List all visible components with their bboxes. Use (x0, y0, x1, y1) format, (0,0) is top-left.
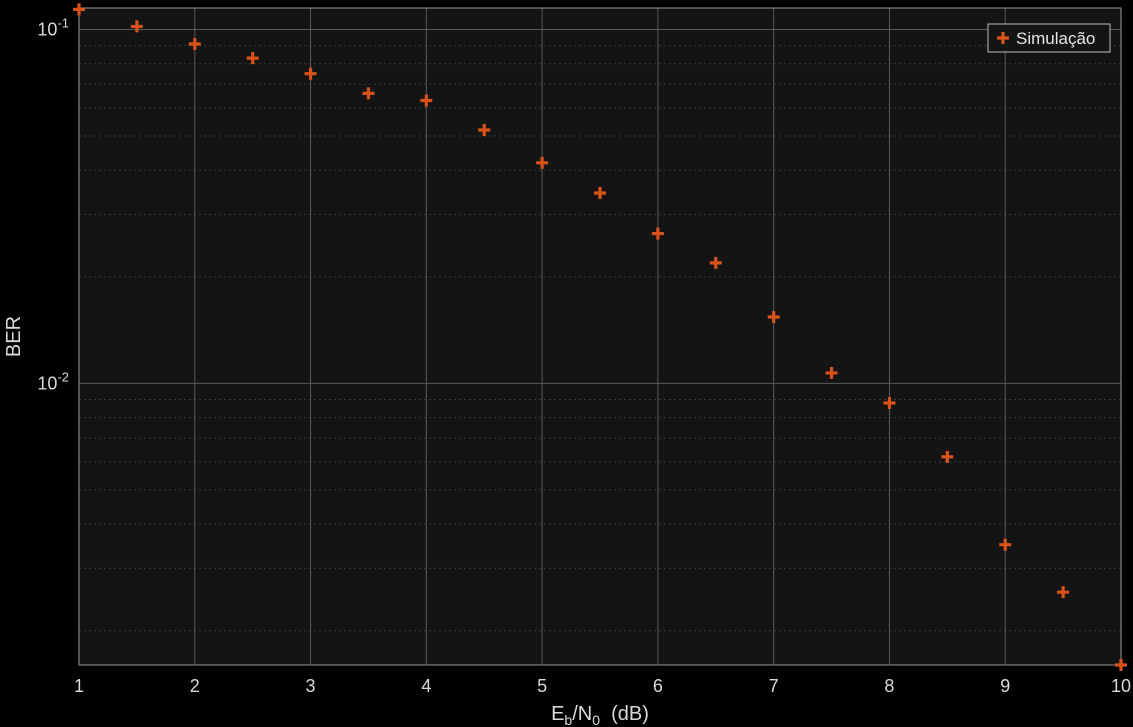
x-axis-ticks: 1 2 3 4 5 6 7 8 9 10 (74, 676, 1131, 696)
plus-icon (246, 52, 259, 65)
x-tick-label: 3 (306, 676, 316, 696)
plus-icon (1057, 586, 1070, 599)
plus-icon (536, 156, 549, 169)
data-point (767, 310, 780, 323)
plus-icon (1115, 659, 1127, 671)
plus-icon (478, 123, 491, 136)
data-point (188, 37, 201, 50)
plus-icon (999, 538, 1012, 551)
data-markers (73, 3, 1127, 671)
plus-icon (825, 366, 838, 379)
data-point (420, 94, 433, 107)
x-tick-label: 2 (190, 676, 200, 696)
x-tick-label: 1 (74, 676, 84, 696)
plus-icon (709, 256, 722, 269)
y-axis-label: BER (3, 316, 25, 357)
x-tick-label: 8 (884, 676, 894, 696)
minor-grid (79, 45, 1121, 632)
data-point (1115, 659, 1127, 671)
data-point (536, 156, 549, 169)
data-point (825, 366, 838, 379)
plus-icon (130, 20, 143, 33)
x-tick-label: 5 (537, 676, 547, 696)
y-tick-label: 10-2 (37, 369, 69, 393)
x-tick-label: 6 (653, 676, 663, 696)
data-point (304, 67, 317, 80)
x-label-tail: (dB) (600, 703, 649, 725)
plus-icon (304, 67, 317, 80)
x-tick-label: 10 (1111, 676, 1131, 696)
plus-icon (594, 187, 606, 200)
data-point (246, 52, 259, 65)
data-point (709, 256, 722, 269)
x-tick-label: 9 (1000, 676, 1010, 696)
data-point (1057, 586, 1070, 599)
x-tick-label: 7 (769, 676, 779, 696)
x-label-sub-b: b (564, 712, 572, 727)
axes-box (78, 7, 1122, 666)
x-axis-label: Eb/N0 (dB) (551, 703, 649, 727)
data-point (883, 397, 896, 410)
plus-icon (767, 310, 780, 323)
data-point (594, 187, 606, 200)
x-label-sub-0: 0 (592, 712, 600, 727)
x-label-mid: /N (572, 703, 592, 725)
data-point (941, 450, 954, 463)
legend-marker-plus-icon (997, 32, 1009, 44)
plus-icon (188, 37, 201, 50)
plus-icon (73, 3, 85, 16)
plus-icon (420, 94, 433, 107)
plus-icon (362, 87, 375, 100)
plus-icon (883, 397, 896, 410)
data-point (362, 87, 375, 100)
plus-icon (651, 227, 664, 240)
y-tick-label: 10-1 (37, 15, 69, 39)
data-point (130, 20, 143, 33)
x-label-main: E (551, 703, 564, 725)
x-tick-label: 4 (421, 676, 431, 696)
y-axis-ticks: 10-1 10-2 (37, 15, 69, 393)
data-point (651, 227, 664, 240)
data-point (73, 3, 85, 16)
legend-entry-label: Simulação (1016, 29, 1095, 48)
plus-icon (941, 450, 954, 463)
legend-plus-icon (997, 32, 1009, 44)
data-point (999, 538, 1012, 551)
legend[interactable]: Simulação (987, 23, 1111, 53)
axes-background (79, 8, 1121, 665)
data-point (478, 123, 491, 136)
